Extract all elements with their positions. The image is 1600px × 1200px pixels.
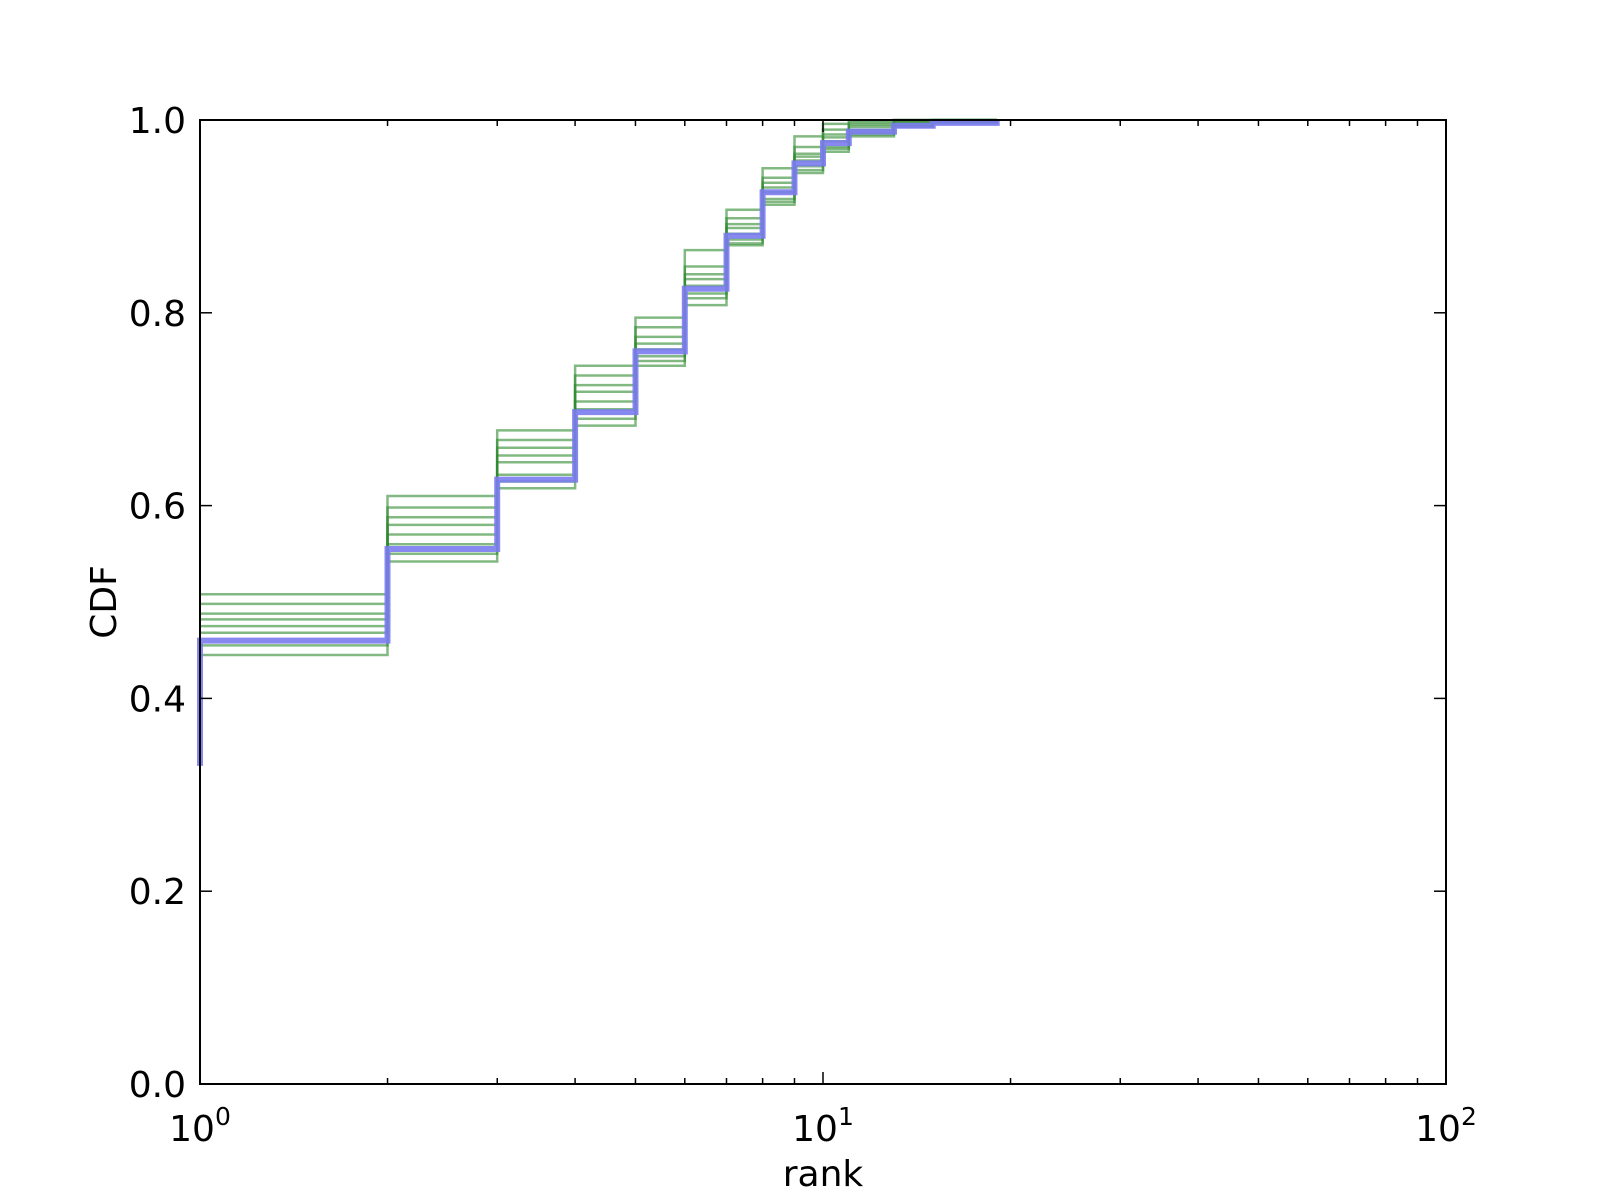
plot-background <box>200 120 1446 1084</box>
main-cdf-line <box>197 119 1000 766</box>
y-tick-label: 0.6 <box>129 487 186 528</box>
x-tick-label: 101 <box>792 1102 854 1150</box>
series-layer <box>197 118 1000 766</box>
y-tick-label: 1.0 <box>129 101 186 142</box>
x-tick-label: 102 <box>1415 1102 1477 1150</box>
x-tick-label: 100 <box>169 1102 231 1150</box>
sample-cdf-line <box>200 118 997 606</box>
y-tick-label: 0.4 <box>129 679 186 720</box>
y-tick-labels: 0.0 0.2 0.4 0.6 0.8 1.0 <box>129 101 186 1106</box>
y-tick-label: 0.0 <box>129 1065 186 1106</box>
plot-frame <box>199 119 1447 1085</box>
sample-cdf-line <box>200 118 997 621</box>
x-tick-labels: 100 101 102 <box>169 1102 1477 1150</box>
y-tick-label: 0.8 <box>129 294 186 335</box>
sample-cdf-line <box>200 118 997 615</box>
y-axis-label: CDF <box>84 565 125 639</box>
x-axis-label: rank <box>783 1154 864 1195</box>
y-tick-label: 0.2 <box>129 872 186 913</box>
